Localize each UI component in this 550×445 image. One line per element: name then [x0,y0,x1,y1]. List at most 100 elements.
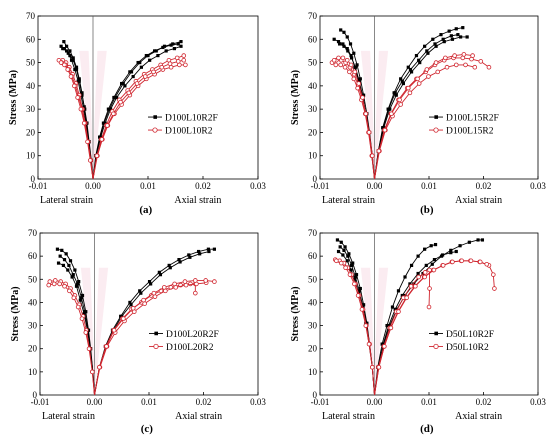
data-point [336,40,341,44]
data-point [177,258,181,262]
data-point [106,107,110,111]
plot-frame [37,15,259,180]
y-tick-label: 10 [308,367,318,377]
data-point [183,62,188,68]
data-point [429,244,433,248]
data-point [212,279,217,284]
data-point [426,74,431,79]
data-point [394,93,398,97]
strain-band [79,50,107,179]
data-point [68,53,72,58]
data-point [339,240,343,244]
data-point [467,240,471,244]
data-point [64,252,68,256]
data-point [354,273,359,277]
data-point [478,59,484,64]
y-tick-label: 60 [308,34,318,44]
data-point [103,121,107,125]
data-point [443,55,448,61]
data-point [73,67,77,72]
data-point [80,93,84,97]
data-point [347,69,352,75]
data-point [344,57,350,63]
data-point [75,304,81,310]
data-point [355,85,360,91]
data-point [449,34,453,38]
data-point [351,76,357,82]
data-point [128,70,132,74]
x-tick-label: 0.03 [250,181,266,191]
data-point [454,27,458,31]
data-point [80,293,85,298]
data-point [94,153,100,159]
data-point [407,90,413,96]
data-point [157,270,161,274]
data-point [360,93,365,97]
data-point [128,300,132,305]
y-tick-label: 60 [26,34,36,44]
data-point [65,67,70,72]
data-point [358,286,362,291]
data-point [352,51,356,55]
data-point [196,249,201,254]
data-point [408,282,412,286]
data-point [68,259,73,263]
data-point [138,60,142,65]
data-point [104,344,109,349]
data-point [149,282,153,286]
data-point [439,254,444,258]
y-tick-label: 40 [308,81,318,91]
data-point [65,49,69,53]
data-point [167,61,173,67]
panel-label: (d) [420,423,434,435]
data-point [366,130,372,135]
data-point [338,62,344,68]
x-tick-label: 0.02 [196,397,212,407]
data-point [85,139,90,145]
legend-label: D50L10R2F [446,330,494,340]
y-tick-label: 10 [308,151,318,161]
data-point [347,252,351,256]
data-point [461,26,465,30]
plot-frame [39,232,259,396]
data-point [376,148,382,154]
data-point [62,283,67,289]
data-point [90,369,95,375]
data-point [423,44,427,48]
y-tick-label: 50 [308,58,318,68]
data-point [179,40,183,44]
data-point [123,84,127,88]
data-point [161,45,165,50]
data-point [382,342,386,346]
data-point [172,47,176,51]
data-point [182,279,188,284]
data-point [456,33,460,37]
data-point [393,307,397,311]
data-point [385,323,389,328]
legend-marker [153,343,159,350]
data-point [79,316,85,321]
y-tick-label: 20 [308,344,318,354]
data-point [461,52,467,57]
data-point [492,286,497,291]
y-tick-label: 70 [308,11,318,21]
data-point [345,35,349,39]
x-tick-label: 0.01 [421,397,437,407]
data-point [363,111,369,117]
data-point [476,238,480,242]
data-point [164,49,168,53]
x-axis-label-lateral: Lateral strain [322,195,375,206]
data-point [105,123,110,128]
data-point [71,56,75,60]
x-axis-label-axial: Axial strain [175,411,222,422]
data-point [136,60,140,65]
data-point [207,249,211,254]
data-point [413,283,418,289]
data-point [171,42,175,46]
data-point [343,265,348,271]
data-point [336,249,341,254]
data-point [418,60,422,65]
x-tick-label: 0.03 [250,397,266,407]
data-point [77,79,81,83]
data-point [74,65,79,69]
